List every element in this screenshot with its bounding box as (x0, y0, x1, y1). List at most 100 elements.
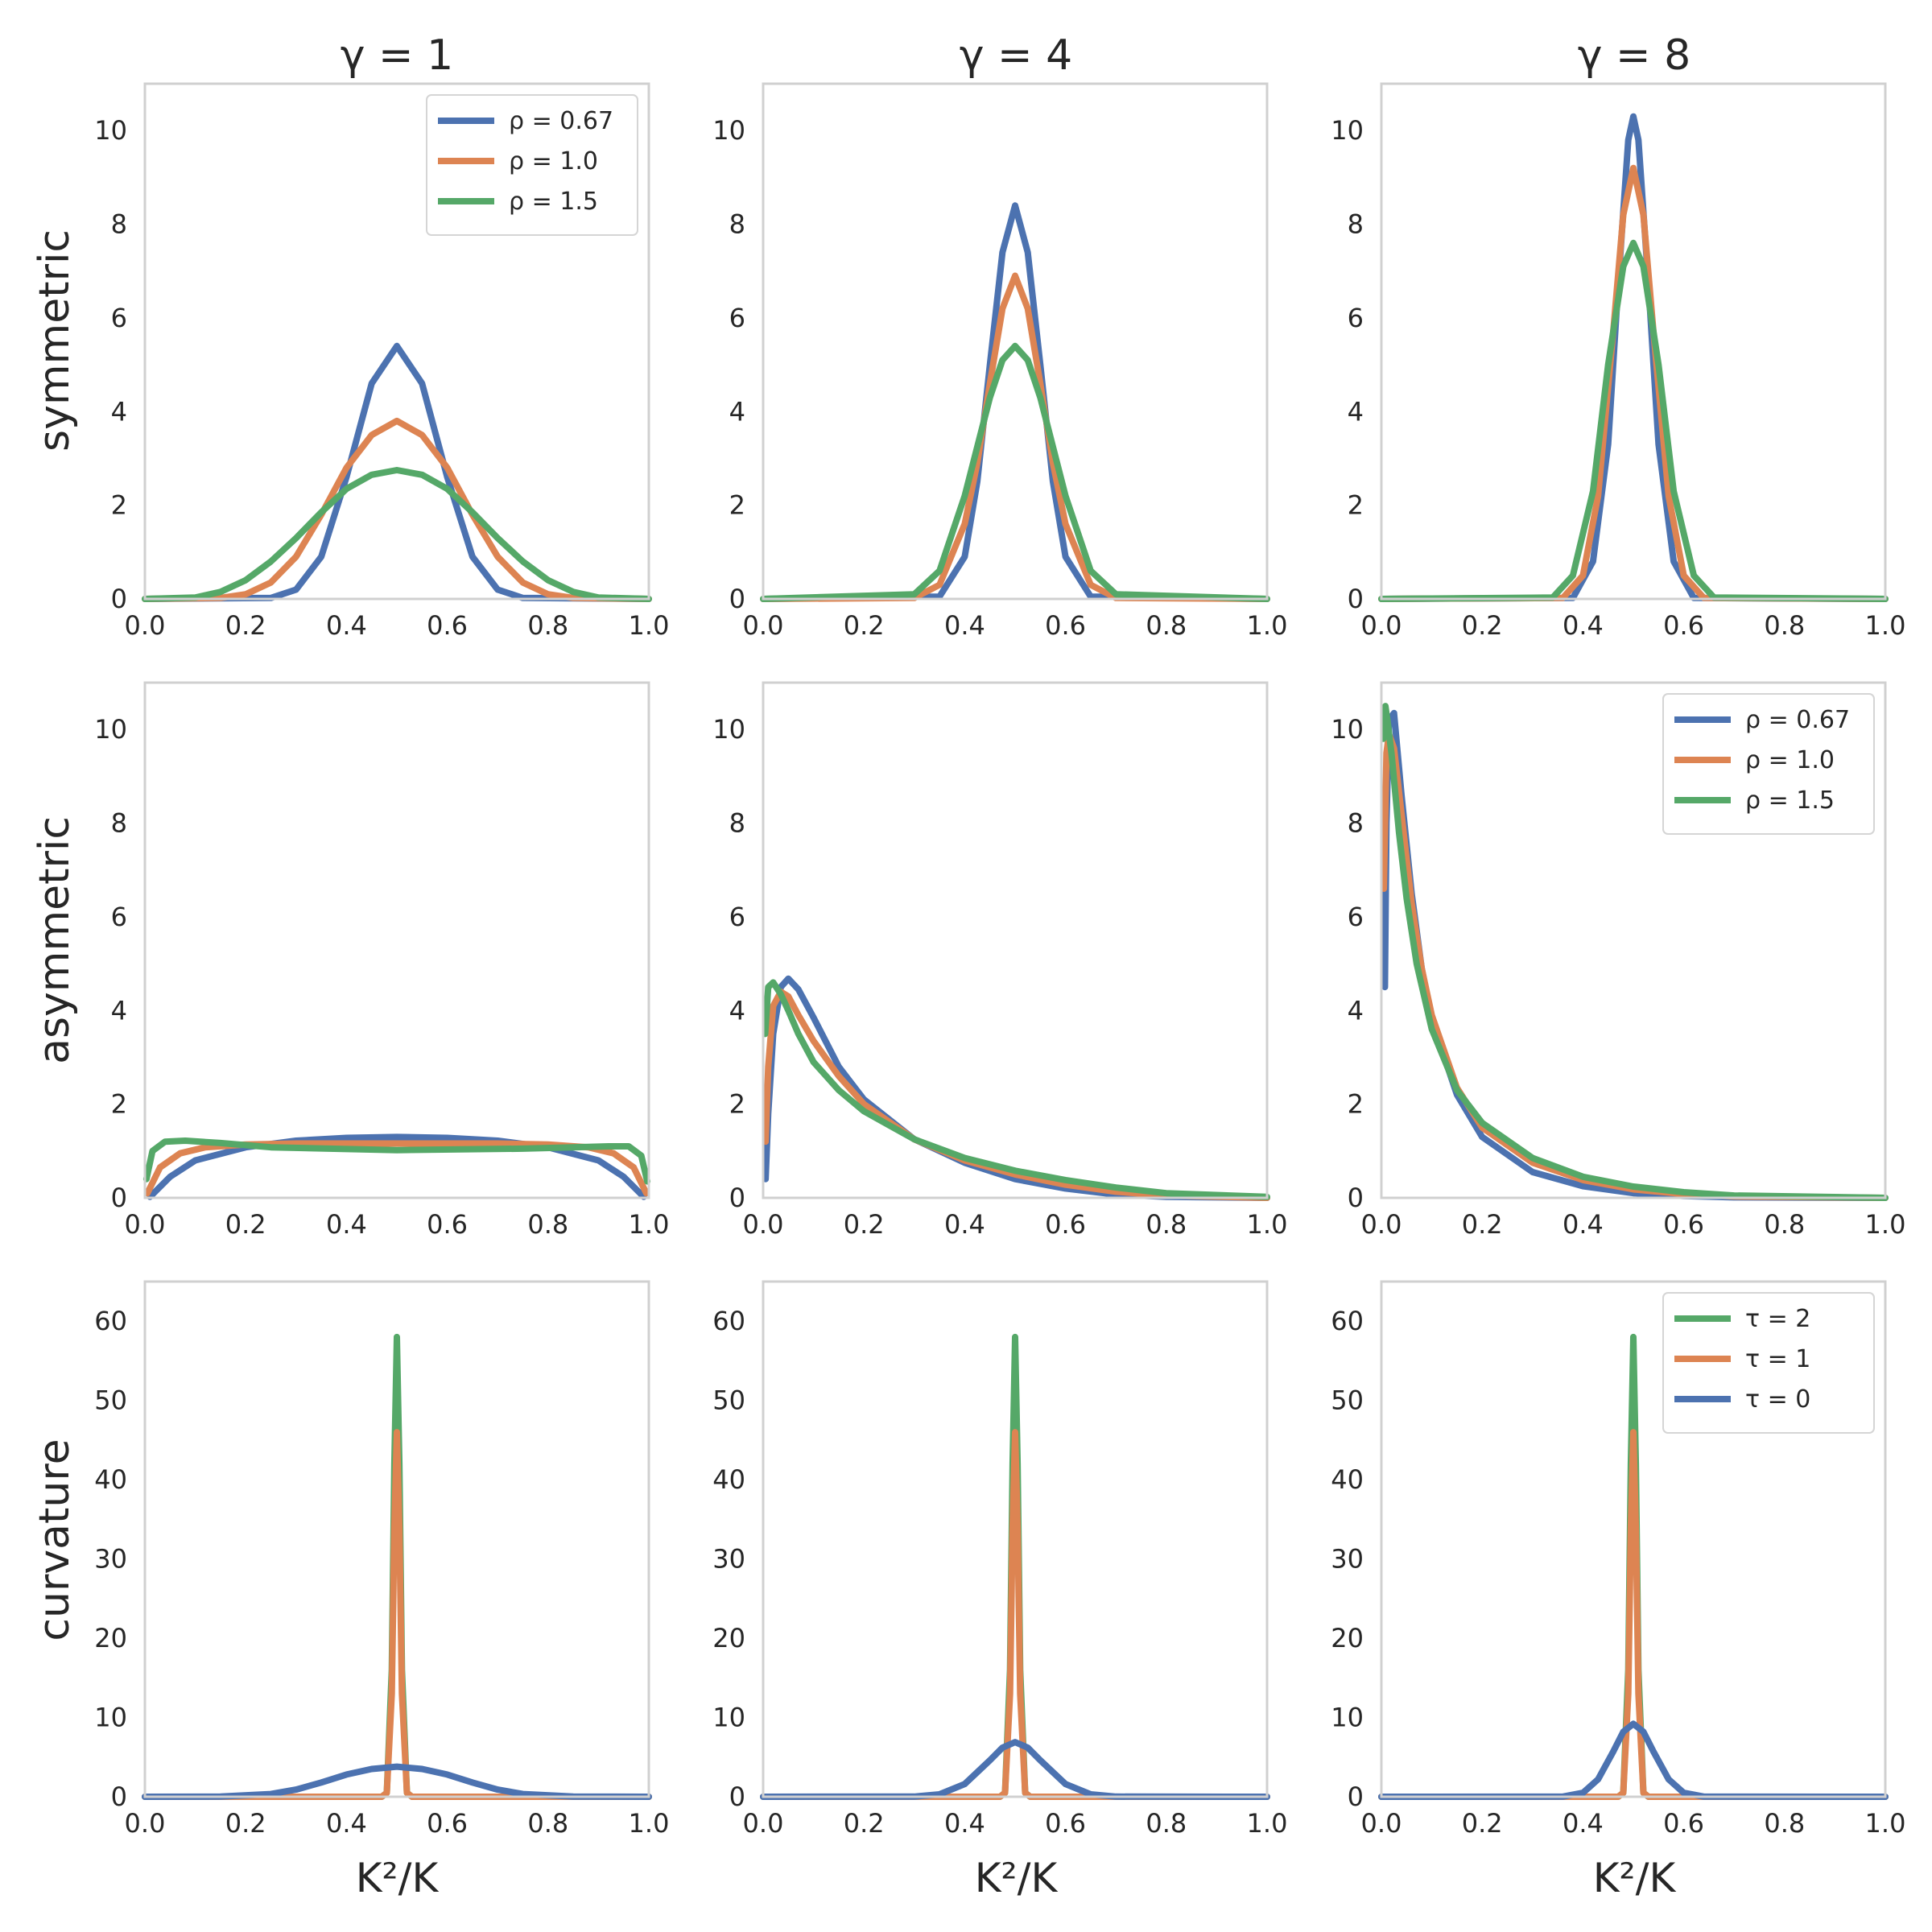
x-tick-label: 1.0 (1865, 1209, 1906, 1240)
y-tick-label: 2 (1348, 490, 1364, 521)
panel-6: 0.0 0.2 0.4 0.6 0.8 1.0 0 2 4 6 8 10 ρ = 0.67 ρ = 1.0… (1331, 681, 1906, 1240)
axes-frame (143, 1280, 650, 1798)
legend: ρ = 0.67 ρ = 1.0 ρ = 1.5 (426, 94, 638, 236)
legend-entry: ρ = 0.67 (1745, 706, 1850, 734)
y-tick-label: 8 (111, 209, 127, 240)
legend-entry: τ = 1 (1745, 1345, 1810, 1373)
y-tick-label: 0 (729, 1781, 745, 1812)
y-tick-label: 10 (712, 115, 745, 146)
y-tick-label: 2 (729, 1089, 745, 1120)
x-tick-label: 0.2 (1462, 1209, 1503, 1240)
x-tick-label: 0.4 (944, 1808, 985, 1839)
series-line-2 (1378, 1429, 1889, 1800)
y-tick-label: 8 (1348, 808, 1364, 839)
axes-frame (143, 681, 650, 1199)
y-tick-label: 8 (729, 808, 745, 839)
panel-2: 0.0 0.2 0.4 0.6 0.8 1.0 0 2 4 6 8 10 (712, 82, 1288, 641)
x-tick-label: 0.4 (944, 610, 985, 641)
x-tick-label: 0.6 (1045, 610, 1086, 641)
y-tick-label: 4 (111, 995, 127, 1026)
x-tick-label: 0.8 (1146, 1209, 1187, 1240)
legend-entry: ρ = 1.5 (509, 188, 598, 216)
y-tick-label: 50 (1331, 1385, 1364, 1416)
series-line-2 (144, 1140, 650, 1197)
x-tick-label: 0.8 (1764, 1209, 1805, 1240)
x-tick-label: 0.2 (1462, 1808, 1503, 1839)
series-line-3 (1380, 703, 1889, 1201)
x-tick-label: 0.2 (225, 1808, 266, 1839)
series-line-1 (147, 1133, 647, 1200)
axes-frame (1380, 681, 1887, 1199)
axes-frame (762, 1280, 1269, 1798)
column-title-gamma-1: γ = 1 (341, 31, 454, 80)
series-line-2 (762, 989, 1270, 1201)
x-tick-label: 0.2 (225, 610, 266, 641)
y-tick-label: 0 (111, 584, 127, 614)
legend: τ = 2 τ = 1 τ = 0 (1662, 1292, 1875, 1434)
series-line-3 (1378, 1720, 1889, 1800)
y-tick-label: 0 (111, 1781, 127, 1812)
legend-entry: ρ = 1.0 (509, 147, 598, 175)
y-tick-label: 8 (111, 808, 127, 839)
x-tick-label: 0.4 (1563, 610, 1604, 641)
x-tick-label: 0.0 (743, 1808, 784, 1839)
y-tick-label: 40 (712, 1464, 745, 1495)
x-tick-label: 0.2 (844, 610, 885, 641)
x-tick-label: 1.0 (1247, 610, 1288, 641)
series-line-3 (142, 1763, 652, 1800)
legend-entry: ρ = 0.67 (509, 107, 613, 135)
y-tick-label: 2 (729, 490, 745, 521)
y-tick-label: 2 (111, 1089, 127, 1120)
x-tick-label: 1.0 (1247, 1209, 1288, 1240)
x-axis-label-col-2: K²/K (975, 1855, 1059, 1901)
axes-frame (143, 82, 650, 601)
y-tick-label: 10 (94, 115, 127, 146)
x-tick-label: 0.4 (326, 1209, 367, 1240)
y-tick-label: 30 (94, 1544, 127, 1575)
panel-1: 0.0 0.2 0.4 0.6 0.8 1.0 0 2 4 6 8 10 ρ = 0.67 ρ = 1.0… (94, 82, 669, 641)
column-title-gamma-8: γ = 8 (1578, 31, 1691, 80)
y-tick-label: 6 (729, 902, 745, 932)
y-tick-label: 0 (1348, 584, 1364, 614)
series-line-1 (762, 975, 1270, 1201)
y-tick-label: 20 (1331, 1623, 1364, 1653)
axes-frame (762, 681, 1269, 1199)
x-tick-label: 0.0 (743, 1209, 784, 1240)
y-tick-label: 6 (729, 303, 745, 333)
y-tick-label: 6 (111, 902, 127, 932)
legend-entry: τ = 2 (1745, 1305, 1810, 1333)
x-tick-label: 1.0 (629, 1808, 670, 1839)
series-line-3 (760, 1739, 1270, 1800)
panel-3: 0.0 0.2 0.4 0.6 0.8 1.0 0 2 4 6 8 10 (1331, 82, 1906, 641)
y-tick-label: 40 (94, 1464, 127, 1495)
y-tick-label: 0 (1348, 1183, 1364, 1213)
legend: ρ = 0.67 ρ = 1.0 ρ = 1.5 (1662, 693, 1875, 835)
axes-frame (1380, 82, 1887, 601)
x-tick-label: 0.6 (1663, 1209, 1704, 1240)
row-label-symmetric: symmetric (31, 229, 79, 452)
x-tick-label: 0.4 (1563, 1808, 1604, 1839)
x-tick-label: 0.0 (743, 610, 784, 641)
legend-entry: ρ = 1.5 (1745, 786, 1835, 815)
x-tick-label: 1.0 (1865, 610, 1906, 641)
x-tick-label: 0.8 (1146, 610, 1187, 641)
x-axis-label-col-3: K²/K (1593, 1855, 1677, 1901)
x-tick-label: 0.6 (1663, 1808, 1704, 1839)
x-tick-label: 0.4 (326, 610, 367, 641)
y-tick-label: 6 (1348, 902, 1364, 932)
row-label-asymmetric: asymmetric (31, 816, 79, 1064)
series-line-3 (760, 342, 1270, 602)
series-line-2 (1378, 164, 1889, 602)
y-tick-label: 4 (729, 995, 745, 1026)
y-tick-label: 40 (1331, 1464, 1364, 1495)
x-tick-label: 0.2 (844, 1209, 885, 1240)
panel-7: 0.0 0.2 0.4 0.6 0.8 1.0 0 10 20 30 40 50 60 (94, 1280, 670, 1839)
y-tick-label: 20 (94, 1623, 127, 1653)
x-tick-label: 0.8 (527, 610, 568, 641)
series-line-2 (142, 417, 652, 602)
y-tick-label: 6 (111, 303, 127, 333)
x-tick-label: 0.0 (1361, 1808, 1402, 1839)
legend-entry: ρ = 1.0 (1745, 746, 1835, 774)
